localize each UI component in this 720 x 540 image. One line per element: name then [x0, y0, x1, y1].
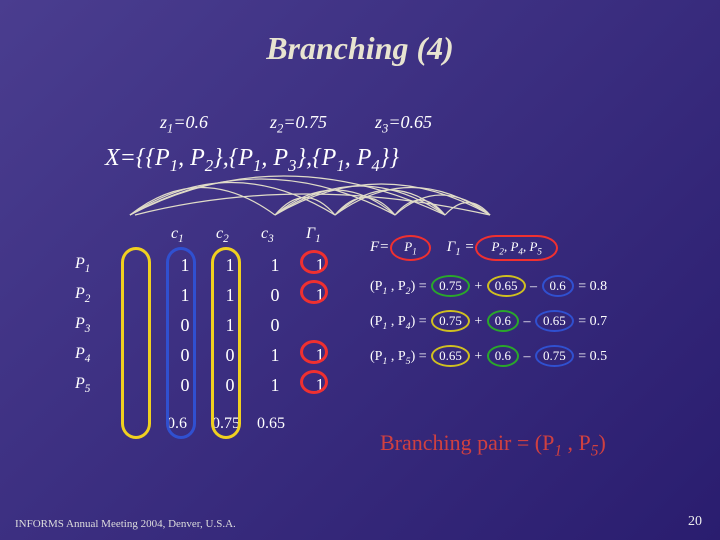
z-label: z2=0.75 — [270, 112, 327, 137]
branching-result: Branching pair = (P1 , P5) — [380, 430, 606, 460]
matrix-cell: 1 — [265, 255, 285, 276]
footer-text: INFORMS Annual Meeting 2004, Denver, U.S… — [15, 518, 236, 530]
row-label: P5 — [75, 375, 90, 395]
row-label: P4 — [75, 345, 90, 365]
slide-title: Branching (4) — [0, 30, 720, 67]
matrix-region: c1c2c3Γ1P1P2P3P4P511111101010001100110.6… — [75, 225, 335, 455]
gamma-highlight — [300, 280, 328, 304]
row-label: P1 — [75, 255, 90, 275]
col-header: c3 — [261, 225, 274, 245]
row-label: P2 — [75, 285, 90, 305]
column-highlight — [211, 247, 241, 439]
gamma-highlight — [300, 340, 328, 364]
gamma-highlight — [300, 370, 328, 394]
matrix-cell: 0 — [265, 285, 285, 306]
col-header: c1 — [171, 225, 184, 245]
score-equation: (P1 , P4) = 0.75 + 0.6 – 0.65 = 0.7 — [370, 310, 607, 332]
matrix-cell: 0 — [265, 315, 285, 336]
row-label: P3 — [75, 315, 90, 335]
x-expression: X={{P1, P2},{P1, P3},{P1, P4}} — [105, 145, 399, 176]
score-equation: (P1 , P2) = 0.75 + 0.65 – 0.6 = 0.8 — [370, 275, 607, 297]
matrix-cell: 1 — [265, 345, 285, 366]
page-number: 20 — [688, 514, 702, 530]
column-weight: 0.65 — [257, 415, 285, 433]
col-header: Γ1 — [306, 225, 321, 245]
col-header: c2 — [216, 225, 229, 245]
z-label: z3=0.65 — [375, 112, 432, 137]
f-set-line: F=P1 Γ1 =P2, P4, P5 — [370, 235, 559, 261]
matrix-cell: 1 — [265, 375, 285, 396]
z-label: z1=0.6 — [160, 112, 208, 137]
column-highlight — [166, 247, 196, 439]
column-highlight — [121, 247, 151, 439]
score-equation: (P1 , P5) = 0.65 + 0.6 – 0.75 = 0.5 — [370, 345, 607, 367]
gamma-highlight — [300, 250, 328, 274]
